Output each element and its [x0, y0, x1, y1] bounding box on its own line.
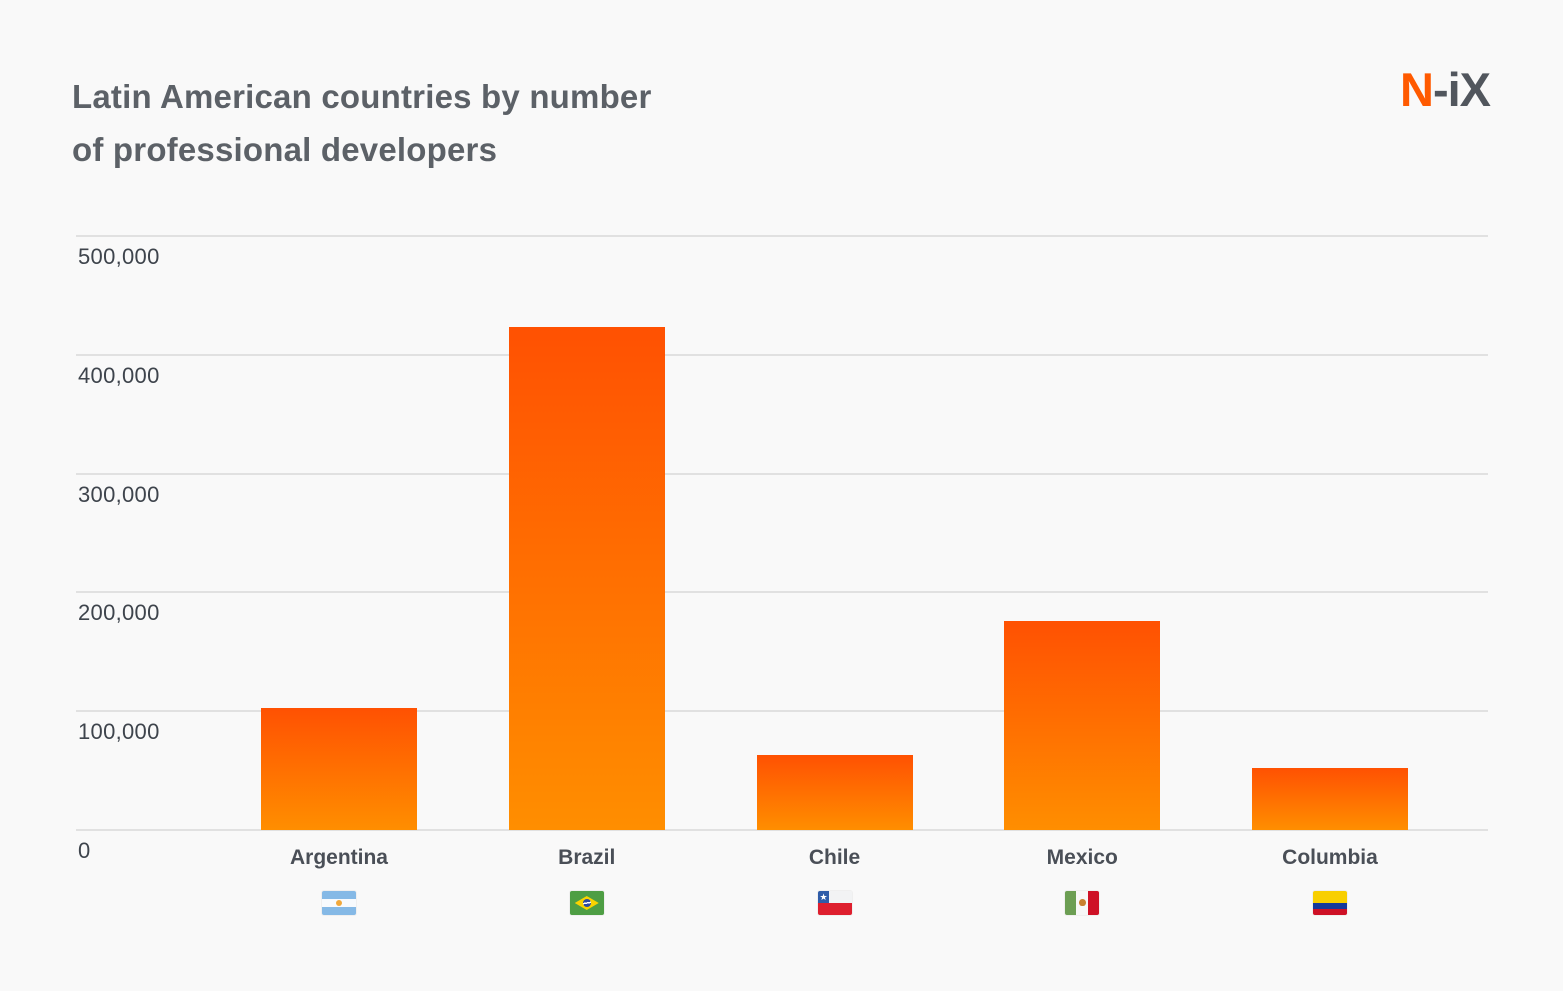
y-tick-label: 0: [78, 838, 91, 863]
flag-columbia-icon: [1313, 891, 1347, 915]
gridline: [76, 235, 1488, 237]
category-label-columbia: Columbia: [1282, 846, 1378, 869]
bar-columbia: [1252, 768, 1408, 830]
flag-mexico-icon: [1065, 891, 1100, 915]
bar-chile: [756, 755, 913, 830]
y-tick-label: 300,000: [78, 481, 160, 507]
y-tick-label: 500,000: [78, 244, 160, 269]
y-tick-label: 200,000: [78, 600, 160, 626]
bar-mexico: [1004, 621, 1161, 830]
gridline: [76, 353, 1488, 356]
gridline: [76, 472, 1488, 475]
gridline: [76, 829, 1488, 831]
gridline: [76, 710, 1488, 713]
flag-brazil-icon: [569, 891, 604, 915]
flag-argentina-icon: [322, 891, 356, 915]
y-tick-label: 100,000: [78, 719, 160, 745]
nix-logo-rest: -iX: [1432, 63, 1491, 116]
page-title-line-2: of professional developers: [72, 131, 498, 168]
page-title: Latin American countries by number of pr…: [72, 70, 652, 176]
flag-chile-icon: [817, 891, 852, 915]
category-label-chile: Chile: [808, 846, 861, 869]
category-label-brazil: Brazil: [558, 846, 616, 869]
category-label-argentina: Argentina: [289, 846, 388, 869]
y-tick-label: 400,000: [78, 362, 160, 388]
bar-argentina: [261, 708, 417, 830]
gridline: [76, 591, 1488, 594]
nix-logo-accent: N: [1399, 63, 1434, 116]
page-title-line-1: Latin American countries by number: [72, 78, 652, 115]
nix-logo: N-iX: [1399, 63, 1491, 116]
bar-brazil: [508, 327, 665, 830]
category-label-mexico: Mexico: [1046, 846, 1118, 869]
